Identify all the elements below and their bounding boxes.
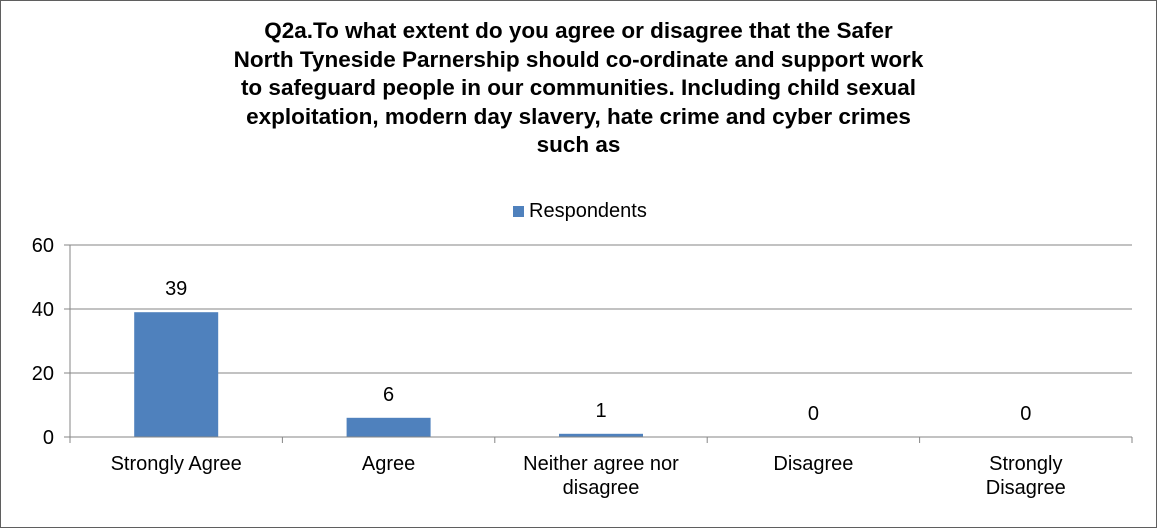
chart-title: Q2a.To what extent do you agree or disag… <box>233 18 924 158</box>
bar <box>346 417 431 437</box>
y-tick-label: 0 <box>43 427 54 449</box>
y-tick-label: 20 <box>32 363 54 385</box>
y-tick-label: 60 <box>32 235 54 257</box>
legend: Respondents <box>513 200 647 223</box>
x-category-label: Neither agree nor disagree <box>523 453 679 499</box>
x-category-label: Strongly Disagree <box>986 453 1066 499</box>
x-category-label: Disagree <box>773 453 853 475</box>
legend-label: Respondents <box>529 200 647 222</box>
y-tick-label: 40 <box>32 299 54 321</box>
legend-swatch <box>513 206 524 217</box>
data-label: 0 <box>1020 403 1031 425</box>
data-label: 6 <box>383 384 394 406</box>
x-category-label: Agree <box>362 453 415 475</box>
bar <box>134 312 219 437</box>
bar <box>559 433 643 437</box>
data-label: 0 <box>808 403 819 425</box>
x-category-label: Strongly Agree <box>111 453 242 475</box>
data-label: 39 <box>165 278 187 300</box>
data-label: 1 <box>595 400 606 422</box>
